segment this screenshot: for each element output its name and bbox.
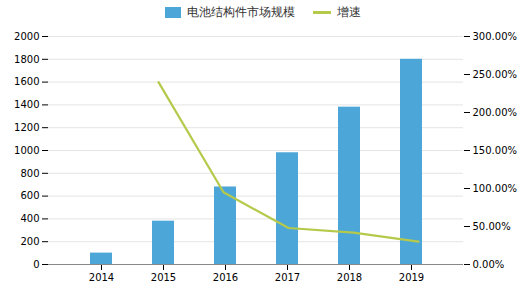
svg-text:0.00%: 0.00% [473, 259, 505, 270]
svg-text:200: 200 [20, 236, 39, 247]
svg-text:2014: 2014 [89, 272, 114, 283]
svg-text:2018: 2018 [337, 272, 362, 283]
svg-text:200.00%: 200.00% [473, 107, 518, 118]
svg-text:1200: 1200 [14, 122, 39, 133]
svg-text:1400: 1400 [14, 99, 39, 110]
svg-text:2017: 2017 [275, 272, 300, 283]
svg-text:2016: 2016 [213, 272, 238, 283]
svg-text:2015: 2015 [151, 272, 176, 283]
svg-text:1600: 1600 [14, 76, 39, 87]
svg-text:400: 400 [20, 213, 39, 224]
svg-text:250.00%: 250.00% [473, 69, 518, 80]
html-text:增速: 增速 [336, 4, 361, 19]
svg-text:1000: 1000 [14, 145, 39, 156]
svg-text:800: 800 [20, 168, 39, 179]
svg-text:300.00%: 300.00% [473, 31, 518, 42]
html-text:电池结构件市场规模: 电池结构件市场规模 [186, 4, 295, 19]
svg-text:0: 0 [33, 259, 39, 270]
svg-text:150.00%: 150.00% [473, 145, 518, 156]
svg-text:600: 600 [20, 190, 39, 201]
svg-text:2019: 2019 [399, 272, 424, 283]
svg-text:100.00%: 100.00% [473, 183, 518, 194]
svg-text:50.00%: 50.00% [473, 221, 511, 232]
svg-text:2000: 2000 [14, 31, 39, 42]
svg-text:1800: 1800 [14, 54, 39, 65]
